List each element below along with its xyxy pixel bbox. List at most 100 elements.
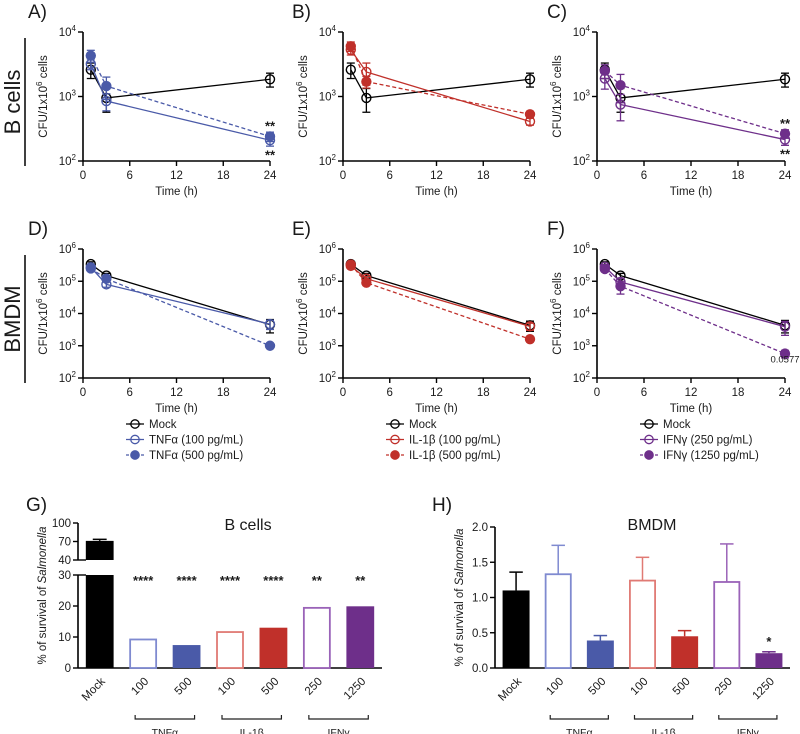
x-tick-label: 6 — [641, 387, 647, 399]
panel-label: E) — [292, 219, 311, 240]
x-tick-label: 500 — [173, 676, 195, 698]
significance-marker: **** — [263, 573, 284, 588]
row-label-text: B cells — [0, 70, 25, 135]
legend-marker — [390, 450, 400, 460]
y-tick-label: 103 — [573, 89, 591, 104]
bar — [586, 640, 614, 668]
group-ifn: IFNγ(pg/mL) — [718, 715, 778, 734]
x-tick-label: 24 — [524, 387, 537, 399]
y-tick-label: 70 — [58, 537, 71, 549]
panel-a: A) 102 103 104 0 6 12 18 24 Time (h) CFU/1x106 cel… — [28, 2, 277, 198]
x-tick-label: 24 — [524, 170, 537, 182]
y-tick-label: 104 — [59, 306, 77, 321]
y-tick-label: 104 — [573, 306, 591, 321]
significance-marker: **** — [133, 573, 154, 588]
bar-4: **** 500 — [259, 573, 288, 698]
panel-e: E) 102 103 104 105 106 0 6 12 18 24 Time (h) CFU/1x1… — [292, 219, 537, 462]
data-point — [599, 263, 611, 275]
y-tick-label: 1.5 — [472, 557, 488, 569]
x-axis-label: Time (h) — [415, 403, 458, 415]
x-tick-label: 24 — [264, 170, 277, 182]
data-point — [85, 263, 96, 274]
bar-0: Mock — [80, 538, 114, 704]
x-tick-label: 500 — [259, 676, 281, 698]
x-axis-label: Time (h) — [155, 186, 198, 198]
group-label: IL-1β — [240, 727, 264, 734]
bar-2: 500 — [586, 634, 614, 698]
series-ifn-1250-pg-ml — [599, 64, 791, 139]
group-tnf: TNFα(pg/mL) — [134, 715, 196, 734]
series-tnf-100-pg-ml — [85, 58, 276, 147]
data-point — [264, 74, 276, 85]
y-tick-label: 102 — [319, 370, 337, 385]
y-tick-label: 100 — [52, 518, 71, 530]
y-tick-label: 104 — [573, 24, 591, 39]
x-tick-label: 0 — [80, 387, 86, 399]
legend: Mock IFNγ (250 pg/mL) IFNγ (1250 pg/mL) — [640, 419, 759, 462]
series-ifn-250-pg-ml — [599, 261, 791, 337]
bar — [346, 606, 375, 668]
y-tick-label: 102 — [573, 153, 591, 168]
legend-item-il-1-500-pg-ml: IL-1β (500 pg/mL) — [386, 450, 501, 462]
x-tick-label: 12 — [685, 170, 698, 182]
group-label: TNFα — [152, 727, 178, 734]
legend-item-tnf-100-pg-ml: TNFα (100 pg/mL) — [126, 435, 243, 447]
y-tick-label: 103 — [319, 89, 337, 104]
x-tick-label: 100 — [629, 676, 651, 698]
x-tick-label: 6 — [127, 387, 133, 399]
y-tick-label: 103 — [59, 89, 77, 104]
panel-label: C) — [547, 2, 567, 23]
significance-marker: **** — [220, 573, 241, 588]
data-point — [264, 131, 276, 142]
x-tick-label: 12 — [685, 387, 698, 399]
series-line — [350, 46, 531, 115]
series-line — [90, 69, 271, 99]
data-point — [101, 273, 112, 284]
significance-marker: ** — [780, 116, 791, 131]
series-line — [90, 267, 271, 347]
x-tick-label: 0 — [594, 170, 600, 182]
x-axis-label: Time (h) — [670, 403, 713, 415]
panel-d: D) 102 103 104 105 106 0 6 12 18 24 Time (h) CFU/1x1… — [28, 219, 277, 462]
bar-0: Mock — [496, 571, 530, 704]
chart-title: B cells — [224, 517, 271, 534]
series-il-1-100-pg-ml — [345, 44, 536, 127]
y-tick-label: 104 — [59, 24, 77, 39]
p-value-annotation: 0.0577 — [770, 355, 799, 366]
legend-label: Mock — [149, 419, 177, 431]
bar — [172, 645, 201, 668]
series-line — [90, 263, 271, 326]
group-bracket — [633, 715, 694, 720]
series-il-1-100-pg-ml — [345, 260, 536, 332]
group-bracket — [549, 715, 609, 720]
y-axis-label: CFU/1x106 cells — [35, 55, 50, 138]
data-point — [264, 318, 276, 330]
series-mock — [599, 258, 791, 334]
legend-label: IFNγ (1250 pg/mL) — [663, 450, 759, 462]
series-line — [604, 70, 786, 135]
y-tick-label: 105 — [573, 273, 591, 288]
bar-6: ** 1250 — [342, 573, 375, 702]
bar-5: ** 250 — [302, 573, 331, 698]
series-tnf-100-pg-ml — [85, 262, 276, 331]
group-tnf: TNFα(pg/mL) — [549, 715, 609, 734]
series-tnf-500-pg-ml — [85, 49, 276, 143]
significance-marker: ** — [312, 573, 323, 588]
legend-item-tnf-500-pg-ml: TNFα (500 pg/mL) — [126, 450, 243, 462]
bar-1: 100 — [544, 544, 572, 698]
x-tick-label: 18 — [217, 387, 230, 399]
group-il-1: IL-1β(pg/mL) — [633, 715, 694, 734]
data-point — [524, 109, 536, 120]
bar — [302, 606, 331, 669]
x-tick-label: 1250 — [750, 676, 777, 703]
group-bracket — [221, 715, 283, 720]
series-line — [604, 263, 786, 326]
significance-marker: ** — [265, 118, 276, 133]
data-point — [779, 321, 791, 332]
x-tick-label: 250 — [303, 676, 325, 698]
series-line — [604, 69, 786, 99]
y-tick-label: 102 — [573, 370, 591, 385]
legend-item-mock: Mock — [386, 419, 437, 431]
x-tick-label: 12 — [430, 387, 443, 399]
panel-label: A) — [28, 2, 47, 23]
